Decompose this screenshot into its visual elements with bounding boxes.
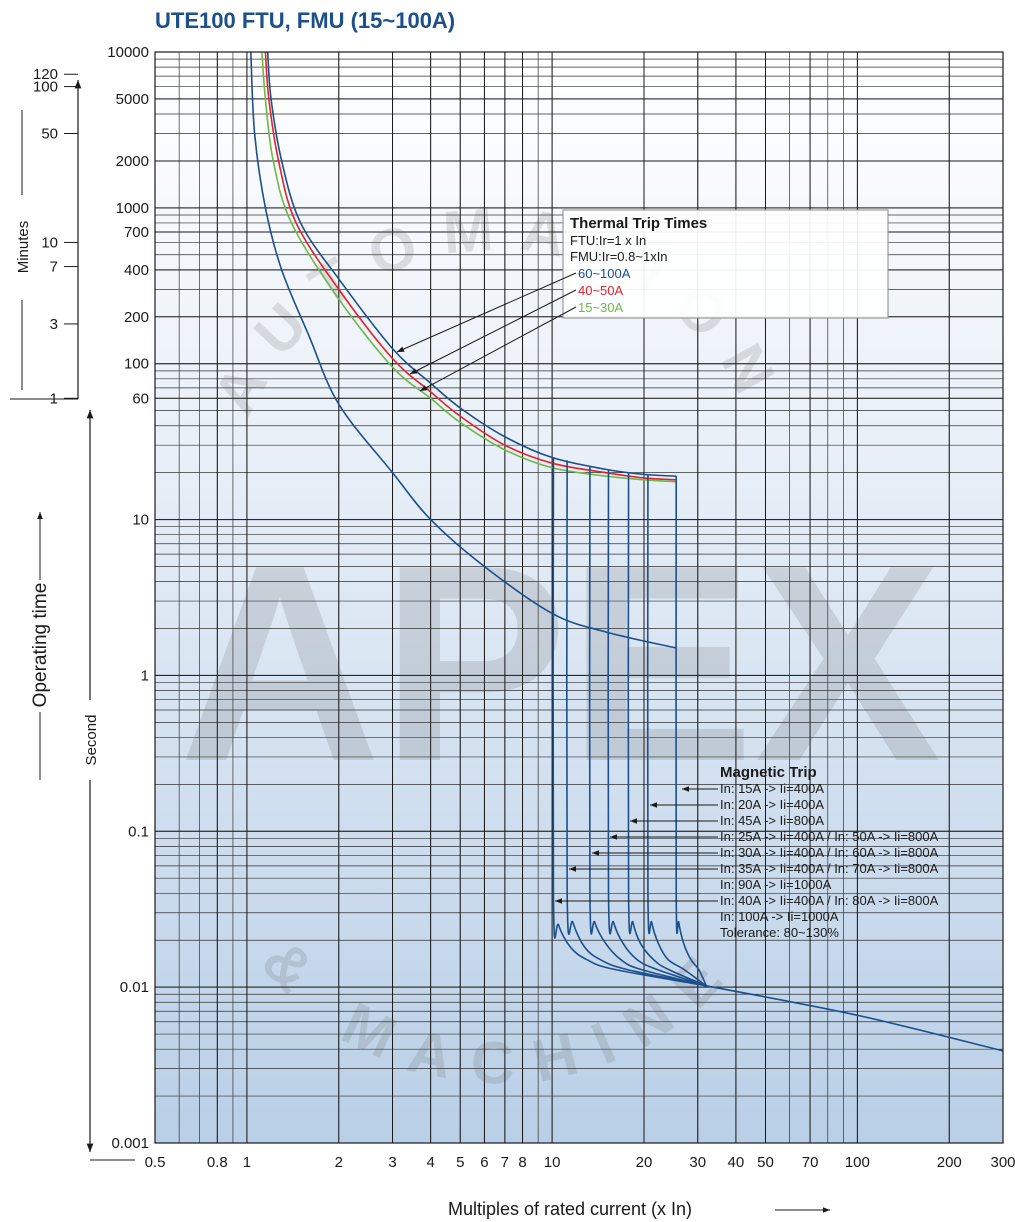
x-tick-label: 3 — [388, 1154, 396, 1171]
magnetic-line: In: 45A -> Ii=800A — [720, 813, 824, 828]
curve — [706, 985, 1004, 1052]
x-tick-label: 0.5 — [145, 1154, 166, 1171]
minutes-tick-label: 7 — [50, 259, 58, 276]
x-tick-label: 2 — [335, 1154, 343, 1171]
y-tick-label: 10000 — [107, 44, 149, 61]
magnetic-line: In: 20A -> Ii=400A — [720, 797, 824, 812]
magnetic-line: In: 90A -> Ii=1000A — [720, 877, 832, 892]
legend: 60~100A 40~50A 15~30A — [578, 266, 631, 315]
minutes-tick-label: 50 — [41, 125, 58, 142]
curve — [552, 457, 707, 987]
x-tick-label: 1 — [243, 1154, 251, 1171]
magnetic-line: Tolerance: 80~130% — [720, 925, 839, 940]
magnetic-line: In: 25A -> Ii=400A / In: 50A -> Ii=800A — [720, 829, 939, 844]
y-tick-label: 2000 — [116, 153, 149, 170]
watermark-brand: APEX — [179, 508, 943, 820]
y-tick-label: 400 — [124, 262, 149, 279]
y-tick-label: 1000 — [116, 200, 149, 217]
minutes-tick-label: 120 — [33, 66, 58, 83]
magnetic-line: In: 15A -> Ii=400A — [720, 781, 824, 796]
x-axis-label: Multiples of rated current (x In) — [448, 1199, 692, 1219]
x-tick-label: 4 — [426, 1154, 434, 1171]
x-tick-label: 30 — [689, 1154, 706, 1171]
x-tick-label: 5 — [456, 1154, 464, 1171]
legend-entry: 15~30A — [578, 300, 624, 315]
legend-arrow — [396, 272, 577, 353]
y-tick-label: 0.1 — [128, 823, 149, 840]
chart-title: UTE100 FTU, FMU (15~100A) — [155, 8, 455, 33]
y-tick-label: 10 — [132, 512, 149, 529]
y-tick-label: 60 — [132, 390, 149, 407]
magnetic-title: Magnetic Trip — [720, 764, 817, 781]
plot-frame — [154, 51, 1004, 1144]
y-tick-label: 700 — [124, 224, 149, 241]
magnetic-line: In: 100A -> Ii=1000A — [720, 909, 839, 924]
legend-arrow — [419, 306, 577, 392]
y-tick-label: 5000 — [116, 91, 149, 108]
thermal-title: Thermal Trip Times — [570, 215, 707, 232]
y-axis-label: Operating time — [30, 583, 51, 708]
x-tick-label: 100 — [845, 1154, 870, 1171]
second-label: Second — [83, 715, 100, 766]
curve — [266, 51, 677, 477]
curve — [565, 460, 707, 987]
legend-arrow — [409, 289, 577, 375]
minutes-label: Minutes — [15, 221, 32, 274]
legend-entry: 60~100A — [578, 266, 631, 281]
ticks: 0.5 0.8 1 2 3 4 5 6 7 8 10 20 30 40 50 70 100 200 300 0.001… — [107, 44, 1015, 1171]
x-tick-label: 50 — [757, 1154, 774, 1171]
curve — [261, 51, 677, 483]
y-tick-label: 200 — [124, 309, 149, 326]
curve — [627, 472, 707, 987]
y-tick-label: 0.001 — [111, 1135, 149, 1152]
magnetic-line: In: 30A -> Ii=400A / In: 60A -> Ii=800A — [720, 845, 939, 860]
curve — [675, 476, 708, 987]
curve — [250, 51, 677, 649]
magnetic-line: In: 35A -> Ii=400A / In: 70A -> Ii=800A — [720, 861, 939, 876]
curve — [646, 474, 707, 987]
minutes-tick-label: 3 — [50, 316, 58, 333]
second-label-bg — [80, 700, 102, 780]
thermal-box — [562, 209, 889, 319]
y-tick-label: 100 — [124, 356, 149, 373]
minutes-label-bg — [12, 200, 32, 295]
minutes-tick-label: 100 — [33, 79, 58, 96]
x-tick-label: 10 — [544, 1154, 561, 1171]
x-tick-label: 20 — [636, 1154, 653, 1171]
y-tick-label: 0.01 — [120, 979, 149, 996]
x-tick-label: 0.8 — [207, 1154, 228, 1171]
thermal-line: FMU:Ir=0.8~1xIn — [570, 249, 668, 264]
x-tick-label: 200 — [937, 1154, 962, 1171]
curve — [588, 466, 707, 987]
x-tick-label: 70 — [802, 1154, 819, 1171]
x-tick-label: 7 — [501, 1154, 509, 1171]
x-tick-label: 40 — [728, 1154, 745, 1171]
curve — [607, 469, 707, 987]
magnetic-line: In: 40A -> Ii=400A / In: 80A -> Ii=800A — [720, 893, 939, 908]
legend-entry: 40~50A — [578, 283, 624, 298]
y-tick-label: 1 — [141, 667, 149, 684]
minutes-tick-label: 10 — [41, 234, 58, 251]
x-tick-label: 6 — [480, 1154, 488, 1171]
x-tick-label: 8 — [518, 1154, 526, 1171]
x-tick-label: 300 — [990, 1154, 1015, 1171]
thermal-line: FTU:Ir=1 x In — [570, 233, 646, 248]
minutes-tick-label: 1 — [50, 390, 58, 407]
